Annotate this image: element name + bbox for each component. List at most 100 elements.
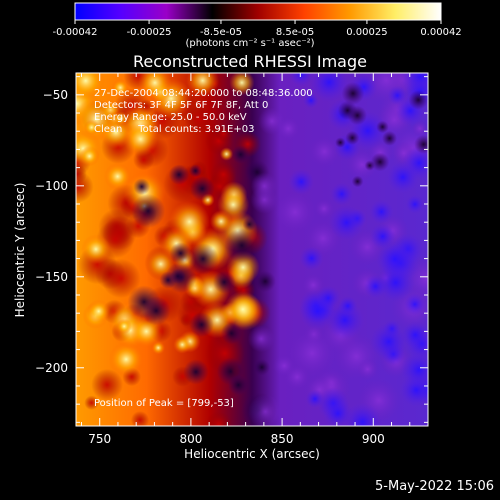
heatmap-image: [76, 73, 428, 426]
heatmap-blob: [254, 270, 276, 293]
heatmap-blob: [370, 152, 390, 172]
heatmap-blob: [101, 258, 141, 299]
heatmap-blob: [328, 204, 365, 241]
heatmap-blob: [330, 182, 354, 206]
heatmap-blob: [314, 198, 335, 219]
heatmap-blob: [108, 341, 144, 377]
heatmap-blob: [247, 325, 275, 353]
heatmap-blob: [345, 130, 360, 145]
heatmap-blob: [276, 117, 300, 141]
heatmap-blob: [401, 321, 428, 349]
heatmap-blob: [131, 193, 166, 229]
colorbar-tick-label: 0.00042: [420, 27, 461, 38]
heatmap-blob: [87, 299, 111, 323]
heatmap-blob: [79, 146, 100, 167]
heatmap-blob: [186, 73, 220, 98]
colorbar: -0.00042 -0.00025 -8.5e-05 8.5e-05 0.00025 0.…: [53, 2, 462, 38]
colorbar-tick-label: -0.00042: [53, 27, 98, 38]
heatmap-blob: [151, 340, 166, 355]
colorbar-tick-label: -0.00025: [127, 27, 172, 38]
heatmap-blob: [210, 161, 237, 188]
chart-title: Reconstructed RHESSI Image: [133, 52, 367, 71]
annotation-energy-range: Energy Range: 25.0 - 50.0 keV: [94, 112, 247, 123]
colorbar-tick-label: 8.5e-05: [276, 27, 314, 38]
heatmap-blob: [308, 135, 341, 168]
annotation-detectors: Detectors: 3F 4F 5F 6F 7F 8F, Att 0: [94, 100, 269, 111]
heatmap-blob: [414, 134, 428, 154]
heatmap-blob: [299, 246, 324, 271]
heatmap-blob: [184, 105, 213, 134]
y-tick-label: −200: [35, 361, 68, 375]
heatmap-blob: [369, 199, 394, 224]
heatmap-blob: [220, 322, 243, 345]
heatmap-blob: [309, 73, 349, 102]
heatmap-blob: [187, 243, 219, 275]
heatmap-blob: [315, 285, 341, 311]
heatmap-blob: [351, 175, 364, 188]
heatmap-blob: [81, 234, 111, 264]
heatmap-blob: [250, 172, 279, 200]
heatmap-blob: [111, 79, 129, 97]
x-tick-label: 850: [271, 432, 294, 446]
x-axis-label: Heliocentric X (arcsec): [184, 447, 320, 461]
heatmap-blob: [188, 164, 203, 178]
heatmap-blob: [122, 121, 159, 157]
heatmap-blob: [231, 145, 250, 164]
heatmap-blob: [274, 191, 316, 234]
heatmap-blob: [103, 162, 132, 191]
heatmap-blob: [356, 358, 379, 380]
heatmap-blob: [76, 73, 106, 101]
heatmap-blob: [382, 130, 398, 146]
heatmap-blob: [189, 312, 214, 338]
heatmap-blob: [173, 335, 192, 354]
heatmap-blob: [400, 351, 428, 389]
footer-date: 5-May-2022 15:06: [375, 479, 494, 494]
x-tick-label: 750: [88, 432, 111, 446]
heatmap-blob: [130, 410, 150, 426]
heatmap-blob: [212, 270, 236, 294]
x-tick-label: 800: [179, 432, 202, 446]
heatmap-blob: [133, 178, 151, 196]
heatmap-blob: [347, 105, 368, 126]
heatmap-blob: [305, 389, 325, 409]
heatmap-blob: [248, 394, 283, 426]
heatmap-blob: [217, 188, 250, 221]
heatmap-blob: [205, 411, 232, 426]
heatmap-blob: [288, 73, 315, 87]
heatmap-blob: [141, 296, 171, 326]
heatmap-blob: [253, 359, 271, 376]
heatmap-blob: [224, 227, 260, 263]
heatmap-blob: [76, 170, 94, 203]
heatmap-blob: [322, 398, 353, 426]
colorbar-units: (photons cm⁻² s⁻¹ asec⁻²): [185, 38, 315, 49]
x-axis: 750 800 850 900: [80, 73, 429, 446]
heatmap-blob: [229, 73, 255, 96]
heatmap-blob: [169, 242, 192, 265]
plot-frame: [75, 72, 429, 427]
heatmap-blob: [284, 363, 311, 391]
heatmap-blob: [84, 395, 99, 410]
heatmap-blob: [116, 318, 132, 335]
heatmap-blob: [224, 290, 262, 328]
heatmap-blob: [386, 161, 419, 194]
heatmap-blob: [113, 111, 129, 126]
heatmap-blob: [408, 90, 428, 110]
heatmap-blob: [343, 402, 383, 426]
y-tick-label: −50: [43, 88, 68, 102]
annotation-clean-counts: Clean Total counts: 3.91E+03: [94, 124, 255, 135]
heatmap-blob: [341, 82, 365, 105]
heatmap-blob: [168, 164, 190, 185]
heatmap-blob: [138, 73, 172, 100]
heatmap-blob: [405, 194, 425, 214]
y-axis: −50 −100 −150 −200: [35, 76, 428, 423]
colorbar-tick-label: -8.5e-05: [200, 27, 242, 38]
heatmap-blob: [376, 120, 389, 134]
heatmap-blob: [303, 92, 319, 109]
annotation-peak-position: Position of Peak = [799,-53]: [94, 398, 234, 409]
heatmap-blob: [215, 125, 232, 143]
y-tick-label: −150: [35, 270, 68, 284]
heatmap-blob: [337, 296, 358, 316]
heatmap-blob: [288, 168, 315, 195]
heatmap-blob: [242, 217, 257, 232]
